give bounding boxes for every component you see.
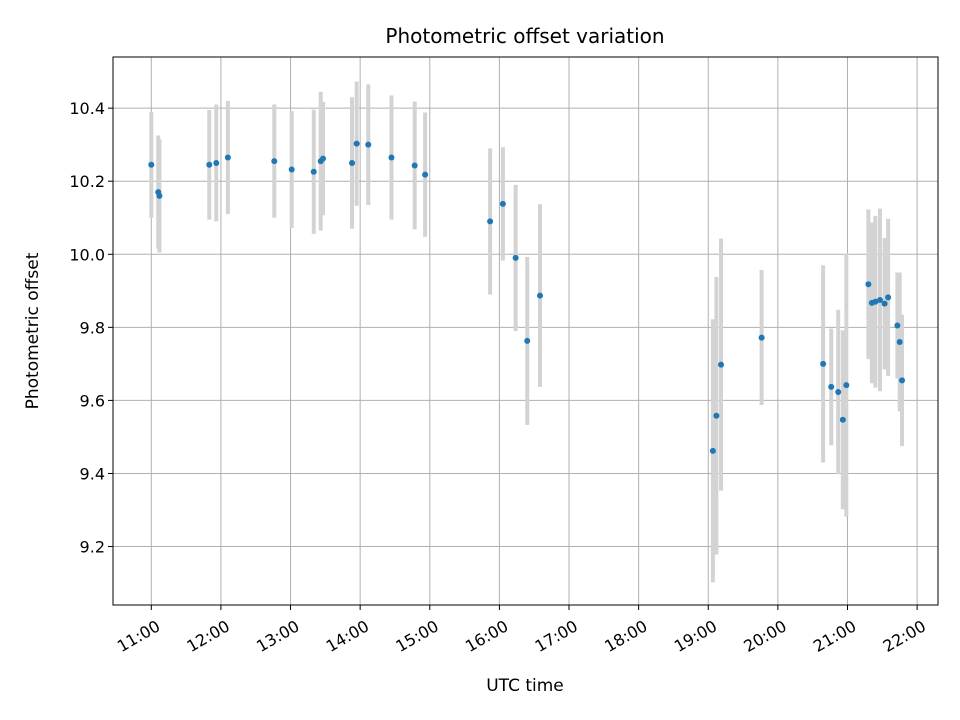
data-point: [213, 159, 220, 166]
y-tick-label: 9.8: [80, 318, 105, 337]
y-axis-title: Photometric offset: [23, 252, 43, 409]
y-tick-label: 10.2: [69, 172, 105, 191]
data-point: [881, 300, 888, 307]
data-point: [422, 171, 429, 178]
data-point: [835, 389, 842, 396]
data-point: [320, 155, 327, 162]
data-point: [876, 296, 883, 303]
data-point: [310, 168, 317, 175]
data-point: [885, 294, 892, 301]
data-point: [865, 281, 872, 288]
data-point: [487, 218, 494, 225]
data-point: [156, 192, 163, 199]
data-point: [896, 338, 903, 345]
data-point: [512, 254, 519, 261]
chart-title: Photometric offset variation: [385, 24, 664, 48]
data-point-layer: [148, 140, 906, 454]
data-point: [537, 292, 544, 299]
data-point: [894, 322, 901, 329]
data-point: [828, 383, 835, 390]
data-point: [148, 161, 155, 168]
x-axis-title: UTC time: [486, 676, 564, 696]
data-point: [411, 162, 418, 169]
data-point: [206, 161, 213, 168]
y-tick-label: 10.0: [69, 245, 105, 264]
y-tick-label: 10.4: [69, 99, 105, 118]
data-point: [271, 158, 278, 165]
data-point: [224, 154, 231, 161]
data-point: [499, 200, 506, 207]
data-point: [820, 360, 827, 367]
data-point: [709, 447, 716, 454]
data-point: [843, 382, 850, 389]
plot-area-frame: [112, 56, 939, 606]
y-tick-label: 9.6: [80, 391, 105, 410]
data-point: [872, 298, 879, 305]
data-point: [899, 377, 906, 384]
data-point: [388, 154, 395, 161]
data-point: [758, 334, 765, 341]
y-tick-label: 9.4: [80, 464, 105, 483]
data-point: [713, 412, 720, 419]
data-point: [353, 140, 360, 147]
data-point: [718, 361, 725, 368]
data-point: [349, 159, 356, 166]
data-point: [288, 166, 295, 173]
data-point: [839, 416, 846, 423]
data-point: [365, 141, 372, 148]
y-tick-label: 9.2: [80, 538, 105, 557]
data-point: [524, 337, 531, 344]
